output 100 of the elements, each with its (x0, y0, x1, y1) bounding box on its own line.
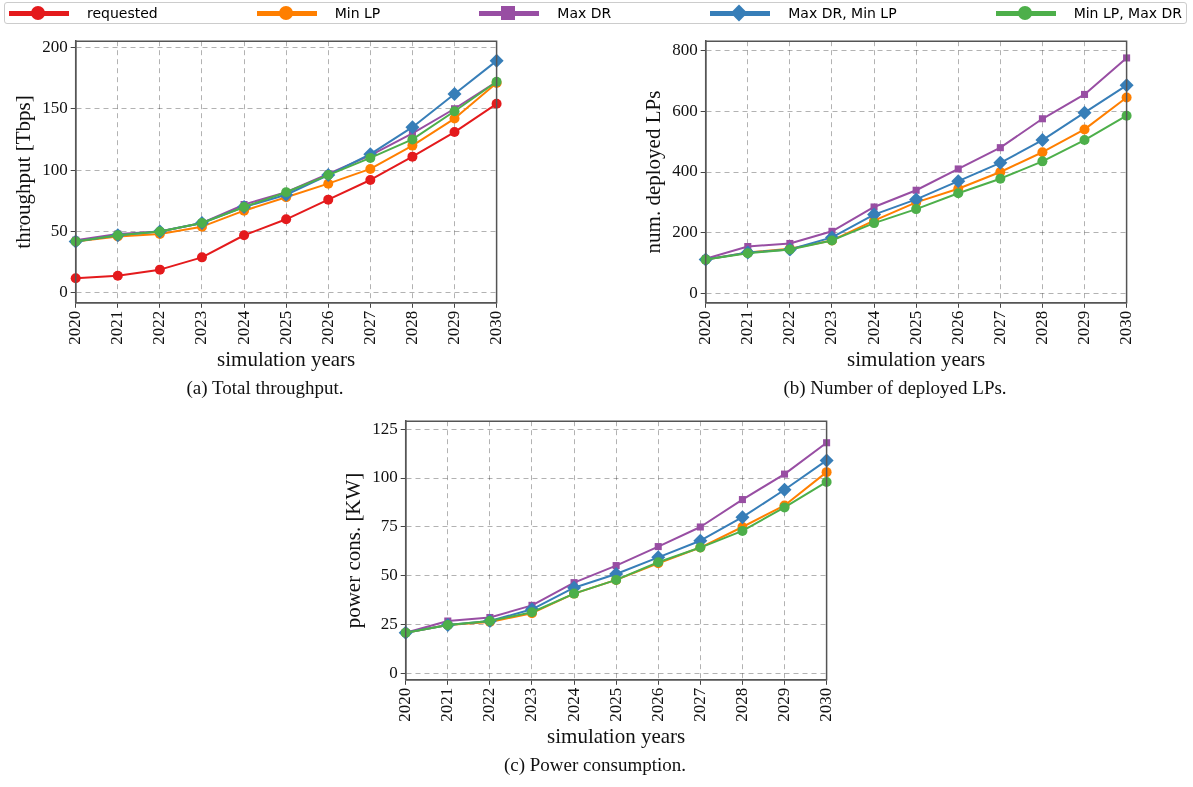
point (281, 214, 292, 225)
point (239, 230, 250, 241)
point (365, 163, 376, 174)
x-tick-label: 2030 (1116, 310, 1136, 345)
point (780, 470, 789, 478)
x-tick-label: 2026 (317, 310, 337, 345)
point (738, 496, 746, 504)
point (654, 543, 662, 551)
y-tick-label: 100 (372, 467, 398, 487)
x-axis-title: simulation years (547, 723, 686, 748)
y-tick-label: 50 (380, 565, 398, 585)
point (911, 204, 922, 215)
x-tick-label: 2020 (65, 310, 85, 345)
point (407, 151, 418, 162)
x-tick-label: 2020 (695, 310, 715, 345)
x-tick-label: 2020 (395, 687, 415, 722)
x-tick-label: 2021 (107, 310, 127, 345)
x-tick-label: 2025 (605, 687, 625, 722)
x-axis-title: simulation years (847, 346, 986, 371)
point (1038, 115, 1046, 123)
y-tick-label: 50 (50, 221, 68, 241)
point (612, 562, 620, 570)
x-tick-label: 2021 (437, 687, 457, 722)
text: (c) Power consumption. (502, 754, 688, 776)
y-tick-label: 0 (689, 283, 698, 303)
point (449, 127, 460, 138)
x-tick-label: 2030 (486, 310, 506, 345)
point (996, 144, 1004, 152)
point (112, 270, 123, 281)
legend-label: Max DR (557, 5, 612, 21)
y-axis-title: power cons. [KW] (341, 472, 366, 629)
x-tick-label: 2023 (821, 310, 841, 345)
point (1077, 105, 1092, 120)
y-axis-title: throughput [Tbps] (11, 95, 36, 249)
y-tick-label: 200 (672, 222, 698, 242)
point (953, 188, 964, 199)
x-tick-label: 2030 (816, 687, 836, 722)
point (777, 482, 792, 497)
x-tick-label: 2022 (779, 310, 799, 345)
point (365, 174, 376, 185)
text: (b) Number of deployed LPs. (782, 377, 1008, 399)
point (1037, 147, 1048, 158)
x-tick-label: 2026 (647, 687, 667, 722)
y-tick-label: 400 (672, 161, 698, 181)
y-tick-label: 25 (380, 614, 398, 634)
point (1037, 156, 1048, 167)
x-tick-label: 2024 (863, 310, 883, 345)
y-axis-title: num. deployed LPs (641, 90, 666, 254)
x-axis-title: simulation years (217, 346, 356, 371)
x-tick-label: 2022 (149, 310, 169, 345)
legend-label: Min LP, Max DR (1073, 5, 1182, 21)
point (323, 194, 334, 205)
y-tick-label: 125 (372, 418, 398, 438)
text: (a) Total throughput. (185, 377, 345, 399)
x-tick-label: 2027 (989, 310, 1009, 345)
point (993, 155, 1008, 170)
point (154, 264, 165, 275)
x-tick-label: 2026 (947, 310, 967, 345)
x-tick-label: 2025 (905, 310, 925, 345)
x-tick-label: 2023 (191, 310, 211, 345)
legend-label: requested (87, 5, 158, 21)
y-tick-label: 800 (672, 39, 698, 59)
point (951, 174, 966, 189)
y-tick-label: 600 (672, 100, 698, 120)
point (1079, 124, 1090, 135)
point (405, 120, 420, 135)
x-tick-label: 2028 (401, 310, 421, 345)
point (407, 134, 418, 145)
x-tick-label: 2023 (521, 687, 541, 722)
point (196, 252, 207, 263)
point (912, 186, 920, 194)
point (737, 525, 748, 536)
point (995, 173, 1006, 184)
y-tick-label: 75 (380, 516, 398, 536)
point (1079, 135, 1090, 146)
x-tick-label: 2029 (1073, 310, 1093, 345)
x-tick-label: 2024 (563, 687, 583, 722)
x-tick-label: 2022 (479, 687, 499, 722)
x-tick-label: 2024 (233, 310, 253, 345)
x-tick-label: 2029 (443, 310, 463, 345)
y-tick-label: 150 (42, 98, 68, 118)
x-tick-label: 2025 (275, 310, 295, 345)
x-tick-label: 2027 (689, 687, 709, 722)
point (735, 510, 750, 525)
point (696, 523, 704, 531)
x-tick-label: 2027 (359, 310, 379, 345)
y-tick-label: 0 (59, 282, 68, 302)
point (954, 165, 962, 173)
x-tick-label: 2028 (1031, 310, 1051, 345)
x-tick-label: 2029 (773, 687, 793, 722)
x-tick-label: 2028 (731, 687, 751, 722)
x-tick-label: 2021 (737, 310, 757, 345)
y-tick-label: 200 (42, 36, 68, 56)
point (1080, 90, 1089, 98)
point (365, 152, 376, 163)
legend-label: Min LP (334, 5, 381, 21)
point (447, 87, 462, 102)
point (1035, 133, 1050, 148)
point (449, 106, 460, 117)
y-tick-label: 100 (42, 159, 68, 179)
